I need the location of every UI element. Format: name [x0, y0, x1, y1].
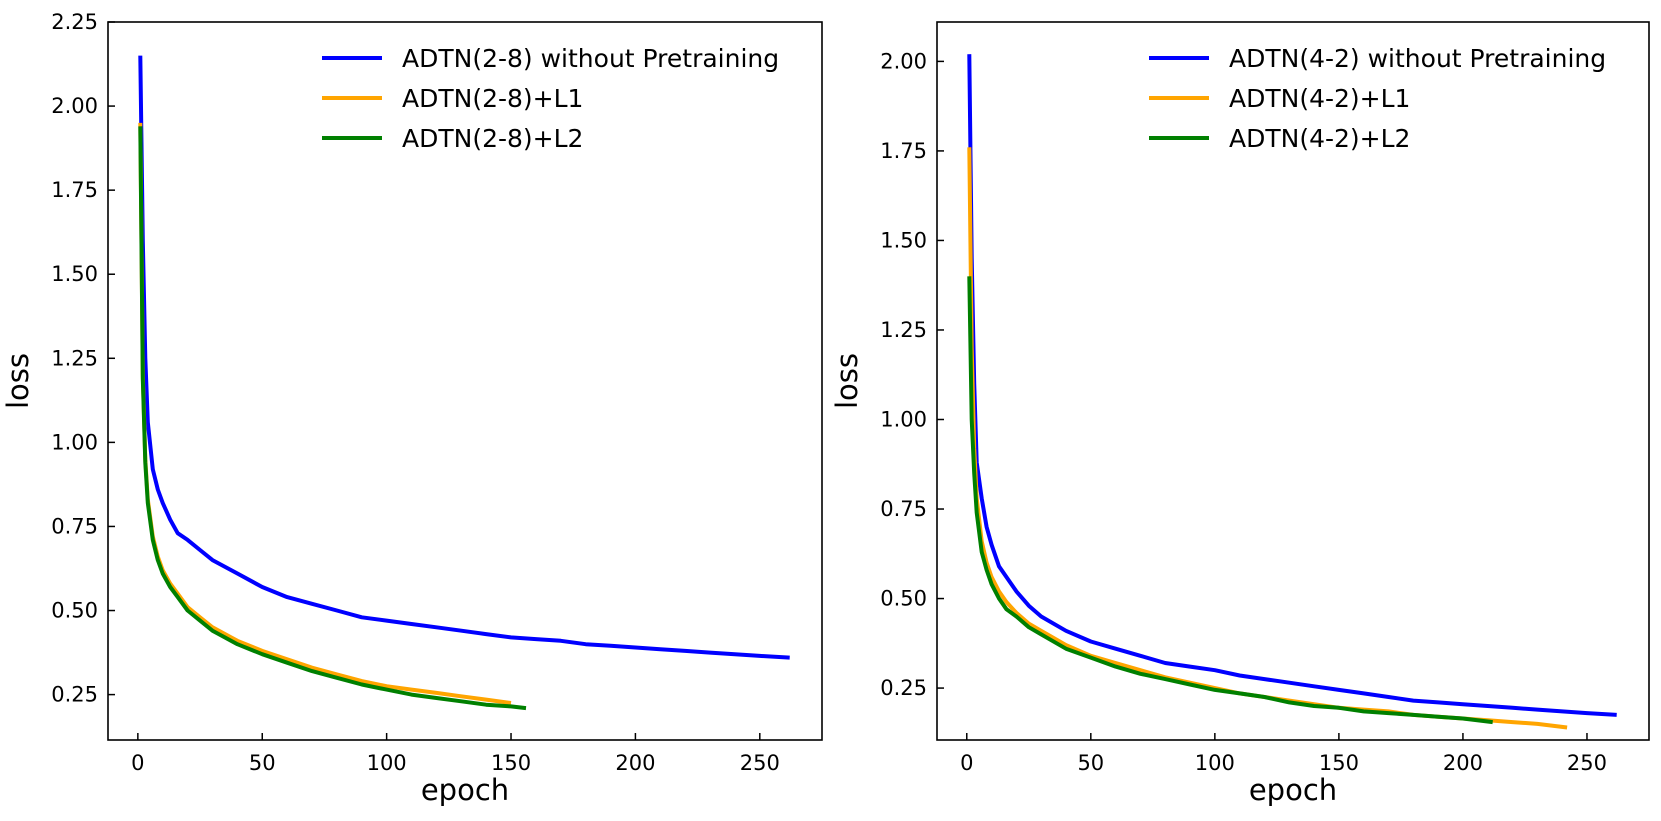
- x-tick-label: 200: [1443, 751, 1483, 775]
- x-tick-label: 0: [131, 751, 144, 775]
- y-tick-label: 1.25: [51, 346, 98, 370]
- x-tick-label: 250: [740, 751, 780, 775]
- y-tick-label: 2.00: [51, 94, 98, 118]
- chart-panel-1: 0 50 100 150 200 250 0.25 0.50 0.75 1.00 1.25 1.50 1…: [1, 10, 823, 807]
- y-tick-label: 1.75: [880, 139, 927, 163]
- legend-label-3: ADTN(4-2)+L2: [1229, 124, 1410, 153]
- x-tick-label: 150: [491, 751, 531, 775]
- y-axis-label: loss: [1, 353, 35, 409]
- y-tick-label: 2.25: [51, 10, 98, 34]
- series-line-3: [967, 276, 1493, 725]
- x-tick-label: 250: [1567, 751, 1607, 775]
- legend-label-1: ADTN(4-2) without Pretraining: [1229, 44, 1606, 73]
- y-tick-label: 1.75: [51, 178, 98, 202]
- plot-frame: [936, 21, 1650, 741]
- series-line-3: [138, 126, 527, 711]
- legend: ADTN(4-2) without Pretraining ADTN(4-2)+L…: [1149, 44, 1606, 153]
- y-tick-label: 0.75: [880, 497, 927, 521]
- y-tick-label: 2.00: [880, 49, 927, 73]
- legend-label-3: ADTN(2-8)+L2: [402, 124, 583, 153]
- x-tick-label: 50: [1077, 751, 1104, 775]
- x-tick-label: 100: [367, 751, 407, 775]
- x-tick-label: 150: [1319, 751, 1359, 775]
- y-tick-label: 0.75: [51, 514, 98, 538]
- legend-label-1: ADTN(2-8) without Pretraining: [402, 44, 779, 73]
- y-tick-label: 0.50: [880, 587, 927, 611]
- x-axis-label: epoch: [421, 773, 509, 807]
- legend-label-2: ADTN(2-8)+L1: [402, 84, 583, 113]
- y-tick-label: 0.50: [51, 599, 98, 623]
- x-tick-label: 200: [615, 751, 655, 775]
- y-axis-label: loss: [830, 353, 864, 409]
- series-line-1: [967, 54, 1617, 717]
- series-line-1: [138, 55, 790, 660]
- x-axis-label: epoch: [1249, 773, 1337, 807]
- y-tick-label: 0.25: [51, 683, 98, 707]
- x-tick-label: 0: [960, 751, 973, 775]
- plot-frame: [107, 21, 823, 741]
- y-tick-label: 1.25: [880, 318, 927, 342]
- x-tick-label: 50: [249, 751, 276, 775]
- y-tick-label: 1.00: [51, 430, 98, 454]
- y-tick-label: 0.25: [880, 676, 927, 700]
- y-tick-label: 1.50: [880, 228, 927, 252]
- series-line-2: [967, 147, 1568, 730]
- chart-panel-2: 0 50 100 150 200 250 0.25 0.50 0.75 1.00 1.25 1.50 1…: [830, 21, 1650, 807]
- legend-label-2: ADTN(4-2)+L1: [1229, 84, 1410, 113]
- y-tick-label: 1.50: [51, 262, 98, 286]
- legend: ADTN(2-8) without Pretraining ADTN(2-8)+L…: [322, 44, 779, 153]
- y-tick-label: 1.00: [880, 407, 927, 431]
- x-tick-label: 100: [1195, 751, 1235, 775]
